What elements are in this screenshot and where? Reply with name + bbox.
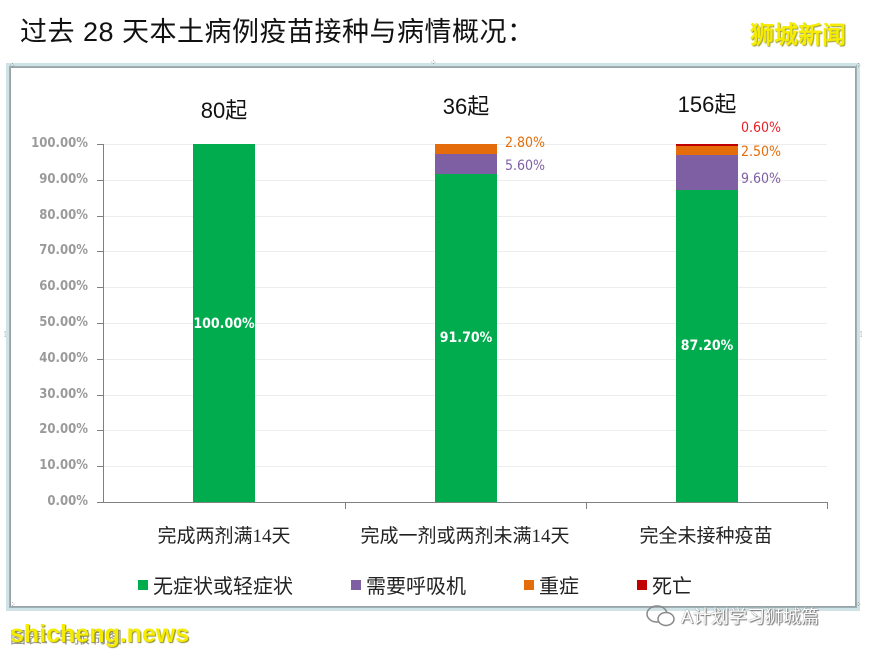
legend-label: 无症状或轻症状: [153, 576, 293, 598]
bar-segment-death[interactable]: [676, 144, 738, 146]
legend-swatch-icon: [637, 579, 647, 590]
bar-segment-severe[interactable]: [676, 146, 738, 155]
data-label-mild: 100.00%: [193, 316, 255, 332]
wechat-icon: [646, 605, 675, 627]
x-tick: [345, 502, 346, 509]
resize-handle-right[interactable]: ⁞: [860, 330, 863, 339]
resize-handle-top-left[interactable]: ⁘: [9, 61, 16, 70]
x-category-label: 完成两剂满14天: [157, 526, 291, 547]
data-label-severe: 2.50%: [741, 144, 782, 160]
legend-item-death[interactable]: 死亡: [637, 570, 692, 599]
bar-unvaccinated[interactable]: [676, 144, 738, 502]
legend-label: 重症: [539, 576, 579, 598]
y-tick-label: 30.00%: [39, 387, 88, 402]
case-count-label: 36起: [442, 94, 490, 119]
y-tick-label: 40.00%: [39, 351, 88, 366]
resize-handle-left[interactable]: ⁞: [4, 330, 7, 339]
legend-item-ventilator[interactable]: 需要呼吸机: [351, 570, 466, 599]
legend-swatch-icon: [138, 579, 148, 590]
y-tick: [97, 395, 103, 396]
y-tick-label: 10.00%: [39, 458, 88, 473]
y-tick: [97, 502, 103, 503]
x-tick: [586, 502, 587, 509]
y-axis: [103, 144, 104, 503]
y-tick: [97, 144, 103, 145]
resize-handle-bottom-left[interactable]: ⁘: [9, 600, 16, 609]
bar-segment-ventilator[interactable]: [435, 154, 497, 174]
legend-item-severe[interactable]: 重症: [524, 570, 579, 599]
legend-label: 需要呼吸机: [366, 576, 466, 598]
data-label-mild: 91.70%: [439, 330, 493, 346]
y-tick: [97, 359, 103, 360]
data-label-death: 0.60%: [741, 120, 782, 136]
y-tick: [97, 287, 103, 288]
chart-source: 图表：早报制图: [10, 630, 123, 647]
y-tick: [97, 466, 103, 467]
legend-label: 死亡: [652, 576, 692, 598]
y-tick-label: 60.00%: [39, 279, 88, 294]
case-count-label: 156起: [677, 92, 737, 117]
data-label-ventilator: 9.60%: [741, 171, 782, 187]
bar-fully-vaccinated[interactable]: [193, 144, 255, 502]
x-category-label: 完全未接种疫苗: [639, 526, 773, 547]
y-tick-label: 100.00%: [31, 136, 88, 151]
wechat-account-watermark: A计划学习狮城篇: [645, 603, 819, 629]
x-tick: [827, 502, 828, 509]
y-tick: [97, 323, 103, 324]
chart-legend: 无症状或轻症状 需要呼吸机 重症 死亡: [138, 570, 750, 599]
resize-handle-top[interactable]: ⁘: [430, 58, 437, 67]
data-label-ventilator: 5.60%: [505, 158, 546, 174]
bar-partially-vaccinated[interactable]: [435, 144, 497, 502]
page-title: 过去 28 天本土病例疫苗接种与病情概况：: [20, 17, 535, 47]
x-axis: [103, 502, 827, 503]
y-tick-label: 70.00%: [39, 243, 88, 258]
chart-frame-border: [10, 67, 856, 607]
case-count-label: 80起: [200, 98, 248, 123]
y-tick: [97, 430, 103, 431]
legend-swatch-icon: [351, 579, 361, 590]
y-tick-label: 90.00%: [39, 172, 88, 187]
resize-handle-top-right[interactable]: ⁘: [855, 61, 862, 70]
bar-segment-ventilator[interactable]: [676, 155, 738, 190]
y-tick-label: 80.00%: [39, 208, 88, 223]
bar-segment-mild[interactable]: [193, 144, 255, 502]
site-watermark: shicheng.news: [10, 620, 190, 648]
y-tick: [97, 180, 103, 181]
resize-handle-bottom-right[interactable]: ⁘: [855, 600, 862, 609]
y-tick-label: 50.00%: [39, 315, 88, 330]
x-category-label: 完成一剂或两剂未满14天: [360, 526, 570, 547]
y-tick-label: 20.00%: [39, 422, 88, 437]
data-label-severe: 2.80%: [505, 135, 546, 151]
brand-logo: 狮城新闻: [750, 22, 846, 49]
y-tick: [97, 251, 103, 252]
wechat-account-name: A计划学习狮城篇: [681, 607, 820, 627]
bar-segment-mild[interactable]: [676, 190, 738, 502]
y-tick: [97, 216, 103, 217]
bar-segment-severe[interactable]: [435, 144, 497, 154]
legend-swatch-icon: [524, 579, 534, 590]
y-tick-label: 0.00%: [47, 494, 88, 509]
legend-item-mild[interactable]: 无症状或轻症状: [138, 570, 293, 599]
bar-segment-mild[interactable]: [435, 174, 497, 502]
data-label-mild: 87.20%: [680, 338, 734, 354]
